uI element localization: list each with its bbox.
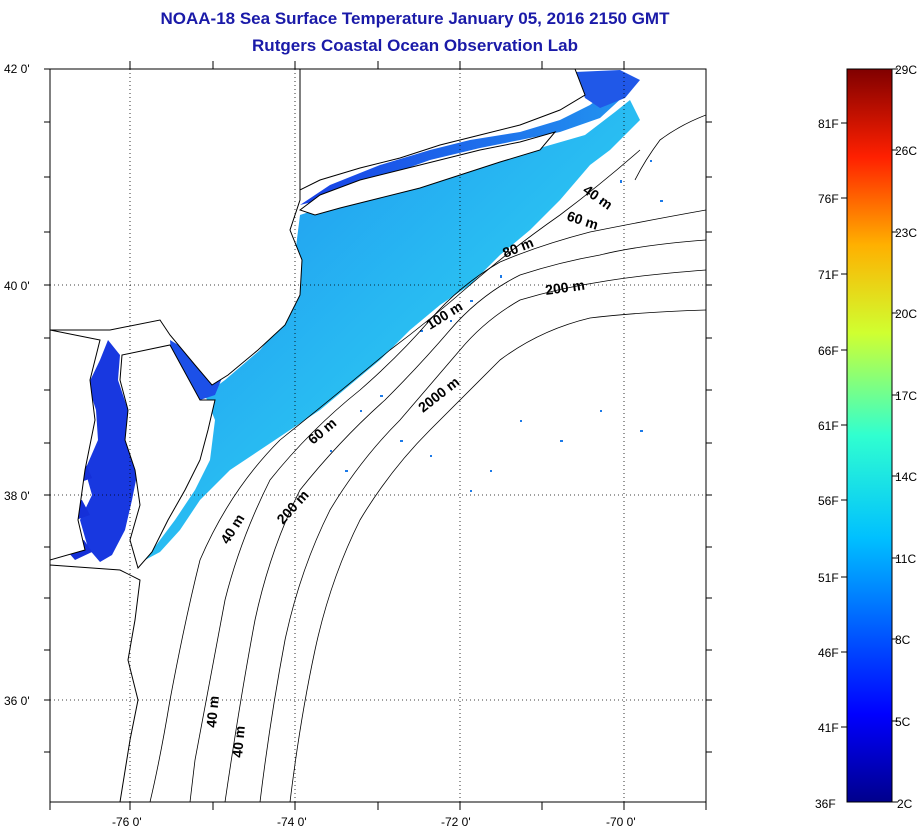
land-west-shore [50, 329, 101, 561]
lon-label-76: -76 0' [112, 815, 142, 829]
contour-label-200m: 200 m [544, 277, 586, 298]
colorbar-c-17: 17C [895, 389, 917, 403]
colorbar-c-2: 2C [897, 797, 913, 811]
colorbar-f-labels: 81F 76F 71F 66F 61F 56F 51F 46F 41F 36F [815, 117, 839, 811]
land-long-island [298, 131, 557, 216]
sst-shelf-swath [145, 100, 640, 560]
colorbar [846, 68, 893, 803]
colorbar-ticks [841, 68, 898, 803]
lon-label-74: -74 0' [277, 815, 307, 829]
colorbar-f-66: 66F [818, 344, 839, 358]
colorbar-f-81: 81F [818, 117, 839, 131]
lat-label-42: 42 0' [4, 62, 30, 76]
sst-offshore-speckle [330, 160, 663, 492]
land-new-england [299, 69, 586, 191]
colorbar-f-71: 71F [818, 268, 839, 282]
sst-delaware-bay [170, 340, 222, 400]
colorbar-c-26: 26C [895, 144, 917, 158]
colorbar-f-46: 46F [818, 646, 839, 660]
colorbar-f-61: 61F [818, 419, 839, 433]
contour-label-40m-far-south-2: 40 m [229, 725, 248, 758]
lat-label-40: 40 0' [4, 279, 30, 293]
land-delmarva [119, 344, 216, 570]
colorbar-f-36: 36F [815, 797, 836, 811]
map-title-line1: NOAA-18 Sea Surface Temperature January … [160, 9, 670, 28]
lon-label-72: -72 0' [441, 815, 471, 829]
colorbar-c-29: 29C [895, 63, 917, 77]
land-virginia-nc [50, 564, 141, 802]
colorbar-c-5: 5C [895, 715, 911, 729]
map-title-line2: Rutgers Coastal Ocean Observation Lab [252, 36, 578, 55]
lat-label-36: 36 0' [4, 694, 30, 708]
colorbar-f-51: 51F [818, 571, 839, 585]
sst-chesapeake-bay [80, 340, 138, 562]
bathymetry-contours [149, 114, 706, 802]
frame-ticks [44, 61, 712, 810]
colorbar-f-41: 41F [818, 721, 839, 735]
colorbar-c-11: 11C [895, 552, 916, 566]
graticule [50, 69, 706, 802]
colorbar-f-76: 76F [818, 192, 839, 206]
lon-label-70: -70 0' [606, 815, 636, 829]
colorbar-f-56: 56F [818, 494, 839, 508]
colorbar-c-14: 14C [895, 470, 917, 484]
colorbar-c-8: 8C [895, 633, 911, 647]
lat-label-38: 38 0' [4, 489, 30, 503]
colorbar-c-23: 23C [895, 226, 917, 240]
colorbar-c-labels: 29C 26C 23C 20C 17C 14C 11C 8C 5C 2C [895, 63, 917, 811]
sst-new-england-waters [575, 70, 640, 108]
colorbar-c-20: 20C [895, 307, 917, 321]
land-new-jersey [50, 69, 303, 386]
contour-label-40m-far-south: 40 m [203, 695, 222, 728]
